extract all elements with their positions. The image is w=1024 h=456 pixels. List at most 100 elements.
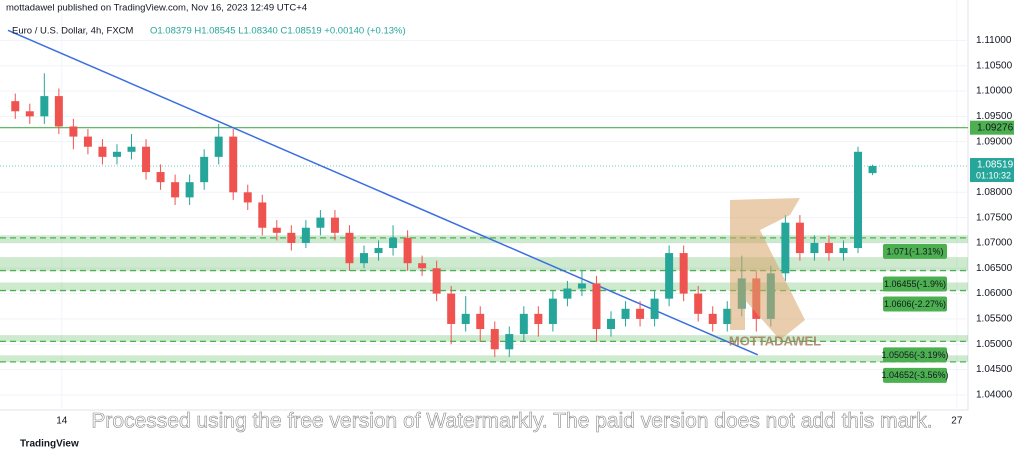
y-tick-label: 1.05500 (976, 314, 1013, 325)
last-price-label: 1.08519 (977, 160, 1014, 171)
ohlc: O1.08379 H1.08545 L1.08340 C1.08519 +0.0… (150, 26, 406, 37)
candle-body (272, 227, 281, 233)
candle-body (810, 242, 819, 254)
candle-body (781, 222, 790, 274)
candle-body (432, 268, 441, 294)
y-tick-label: 1.07000 (976, 238, 1013, 249)
zone (0, 282, 968, 291)
candle-body (54, 96, 63, 127)
y-tick-label: 1.05000 (976, 339, 1013, 350)
candle-body (11, 101, 20, 112)
candle-body (229, 136, 238, 193)
candle-body (200, 156, 209, 183)
candle-body (563, 288, 572, 299)
candle-body (374, 248, 383, 254)
y-tick-label: 1.06500 (976, 263, 1013, 274)
candle-body (127, 146, 136, 152)
candle-body (824, 242, 833, 254)
candle-body (636, 308, 645, 319)
candle-body (40, 96, 49, 117)
watermark-logo-shape (730, 198, 805, 340)
candle-body (592, 283, 601, 330)
candle-body (621, 308, 630, 319)
candle-body (330, 217, 339, 233)
y-tick-label: 1.04000 (976, 390, 1013, 401)
candle-body (142, 146, 151, 173)
candle-body (389, 237, 398, 249)
candle-body (345, 232, 354, 264)
y-tick-label: 1.10500 (976, 60, 1013, 71)
y-tick-label: 1.06000 (976, 288, 1013, 299)
y-tick-label: 1.04500 (976, 364, 1013, 375)
candle-body (795, 222, 804, 254)
candle-body (490, 329, 499, 350)
candle-body (243, 192, 252, 203)
candle-body (519, 313, 528, 335)
candle-body (25, 111, 34, 117)
candle-body (403, 237, 412, 264)
y-tick-label: 1.09500 (976, 111, 1013, 122)
candle-body (694, 293, 703, 314)
y-tick-label: 1.08000 (976, 187, 1013, 198)
candle-body (548, 298, 557, 324)
candle-body (418, 263, 427, 269)
watermark-text: Processed using the free version of Wate… (91, 410, 932, 433)
candle-body (868, 166, 877, 174)
zone (0, 335, 968, 342)
candle-body (185, 182, 194, 198)
zone (0, 235, 968, 243)
candle-body (650, 298, 659, 319)
level-label: 1.05056(-3.19%) (881, 350, 948, 360)
zone (0, 257, 968, 271)
zone (0, 355, 968, 362)
level-label: 1.071(-1.31%) (886, 246, 943, 256)
level-label: 1.04652(-3.56%) (881, 370, 948, 380)
watermark-logo: MOTTADAWEL (729, 333, 821, 348)
level-badge (883, 296, 947, 312)
candle-body (577, 283, 586, 289)
resistance-badge (970, 120, 1014, 135)
candle-body (447, 293, 456, 324)
candle-body (839, 248, 848, 254)
candle-body (476, 313, 485, 330)
countdown: 01:10:32 (976, 170, 1011, 180)
candle-body (461, 313, 470, 324)
candle-body (171, 182, 180, 198)
y-tick-label: 1.07500 (976, 212, 1013, 223)
candle-body (214, 136, 223, 157)
candle-body (156, 172, 165, 183)
candle-body (316, 217, 325, 228)
candle-body (505, 334, 514, 350)
level-badge (883, 347, 947, 363)
candle-body (98, 146, 107, 157)
level-badge (883, 367, 947, 383)
y-tick-label: 1.11000 (976, 35, 1012, 46)
candle-body (69, 126, 78, 137)
candle-body (679, 253, 688, 294)
footer-brand: TradingView (20, 439, 79, 450)
candle-body (83, 136, 92, 147)
trendline (7, 29, 759, 356)
candle-body (665, 253, 674, 299)
publisher: mottadawel published on TradingView.com,… (6, 3, 307, 14)
candle-body (301, 227, 310, 243)
symbol: Euro / U.S. Dollar, 4h, FXCM (12, 26, 134, 37)
level-label: 1.06455(-1.9%) (884, 279, 946, 289)
y-tick-label: 1.10000 (976, 86, 1013, 97)
level-label: 1.0606(-2.27%) (884, 299, 946, 309)
resistance-label: 1.09276 (977, 122, 1014, 133)
candle-body (723, 308, 732, 324)
candle-body (112, 151, 121, 157)
candle-body (287, 232, 296, 243)
candle-body (607, 318, 616, 330)
candle-body (258, 202, 267, 228)
last-price-badge (970, 158, 1014, 183)
y-tick-label: 1.09000 (976, 136, 1013, 147)
candle-body (708, 313, 717, 324)
candle-body (854, 151, 863, 249)
x-tick-label: 14 (56, 416, 68, 427)
candle-body (534, 313, 543, 324)
level-badge (883, 243, 947, 259)
